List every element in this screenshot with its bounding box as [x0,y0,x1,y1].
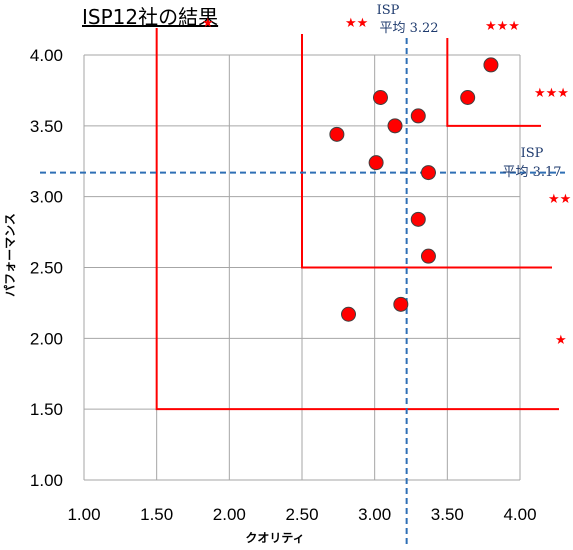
y-average-label-line1: ISP [521,146,544,161]
data-point [368,155,384,171]
x-tick-label: 2.00 [213,505,246,524]
y-tick-label: 2.00 [30,329,63,348]
tier-star-label: ★ [555,333,567,348]
x-tick-labels: 1.00 1.50 2.00 2.50 3.00 3.50 4.00 [67,505,536,524]
data-point [420,165,436,181]
y-average-label-line2: 平均 3.17 [502,165,561,180]
data-point [341,306,357,322]
x-tick-label: 1.50 [140,505,173,524]
data-point [329,126,345,142]
x-tick-label: 3.50 [431,505,464,524]
data-point [372,90,388,105]
data-points [329,57,499,322]
y-tick-label: 1.50 [30,400,63,419]
tier-line [301,34,552,269]
tier-line [155,28,559,411]
stray-star: ★ [202,16,214,31]
y-tick-label: 3.50 [30,117,63,136]
data-point [410,108,426,124]
y-tick-label: 3.00 [30,188,63,207]
x-average-label-line2: 平均 3.22 [379,21,438,36]
tier-star-label: ★★ [548,192,571,207]
top-star-label-3: ★★★ [485,19,520,34]
data-point [420,248,436,264]
x-tick-label: 3.00 [358,505,391,524]
y-axis-label: パフォーマンス [3,213,17,297]
y-tick-label: 1.00 [30,471,63,490]
tier-lines [155,28,559,411]
y-tick-labels: 1.00 1.50 2.00 2.50 3.00 3.50 4.00 [30,46,63,490]
data-point [393,296,409,312]
data-point [410,211,426,227]
y-tick-label: 2.50 [30,259,63,278]
x-tick-label: 4.00 [503,505,536,524]
data-point [387,118,403,134]
x-tick-label: 2.50 [285,505,318,524]
data-point [460,90,476,105]
average-lines [40,38,565,548]
tier-line [446,38,541,127]
tier-star-label: ★★★ [534,86,569,101]
chart-title: ISP12社の結果 [82,5,218,29]
y-tick-label: 4.00 [30,46,63,65]
x-tick-label: 1.00 [67,505,100,524]
x-axis-label: クオリティ [245,531,304,545]
x-average-label-line1: ISP [377,3,400,18]
data-point [483,57,499,73]
top-star-label-2: ★★ [345,16,368,31]
tier-stars: ★★★★★★ [534,86,571,348]
